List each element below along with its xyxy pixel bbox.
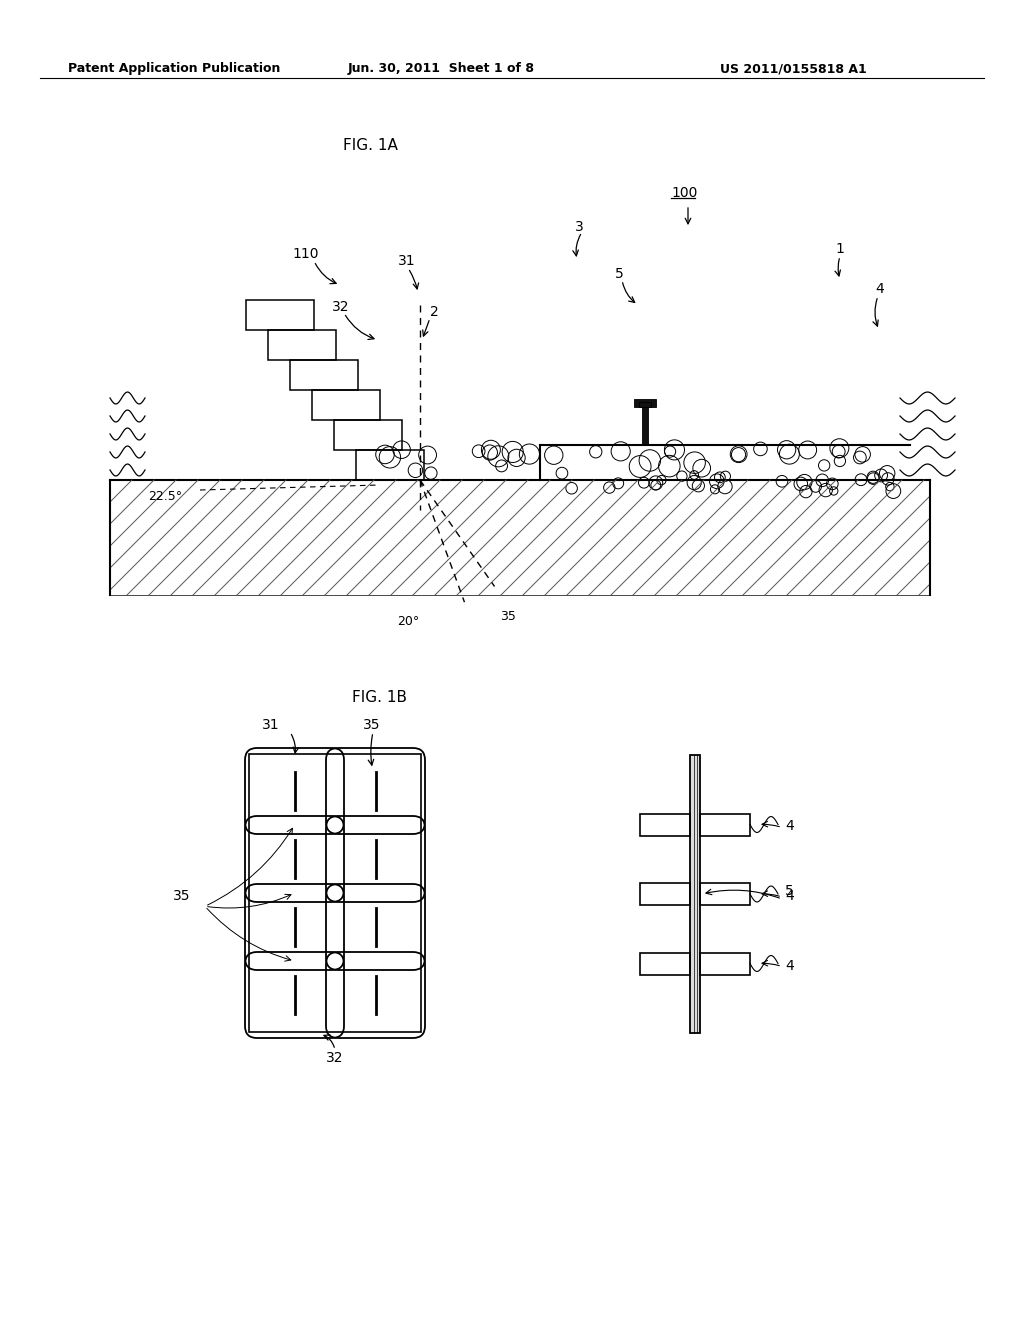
Text: 5: 5: [785, 884, 794, 898]
Text: 32: 32: [327, 1051, 344, 1065]
Bar: [640, 953, 690, 974]
Text: 20°: 20°: [397, 615, 419, 628]
Text: FIG. 1A: FIG. 1A: [343, 139, 397, 153]
Text: 100: 100: [671, 186, 697, 201]
Text: FIG. 1B: FIG. 1B: [352, 690, 408, 705]
Text: 31: 31: [262, 718, 280, 733]
Text: 32: 32: [332, 300, 349, 314]
Bar: [249, 754, 421, 1032]
Bar: [110, 480, 930, 595]
Text: 3: 3: [575, 220, 584, 234]
Text: 35: 35: [362, 718, 381, 733]
Text: 2: 2: [430, 305, 438, 319]
Bar: [640, 813, 690, 836]
Text: 35: 35: [172, 890, 190, 903]
Bar: [700, 813, 750, 836]
Text: 4: 4: [785, 958, 794, 973]
Text: US 2011/0155818 A1: US 2011/0155818 A1: [720, 62, 866, 75]
Bar: [640, 883, 690, 906]
Text: 5: 5: [615, 267, 624, 281]
Text: 4: 4: [874, 282, 884, 296]
Text: Patent Application Publication: Patent Application Publication: [68, 62, 281, 75]
Bar: [700, 953, 750, 974]
Text: 4: 4: [785, 820, 794, 833]
Bar: [634, 399, 656, 407]
Text: 22.5°: 22.5°: [148, 490, 182, 503]
Text: 1: 1: [835, 242, 844, 256]
Text: 35: 35: [500, 610, 516, 623]
Text: Jun. 30, 2011  Sheet 1 of 8: Jun. 30, 2011 Sheet 1 of 8: [348, 62, 535, 75]
Bar: [639, 403, 651, 407]
Text: 4: 4: [785, 888, 794, 903]
Text: 110: 110: [292, 247, 318, 261]
Bar: [690, 755, 700, 1034]
Bar: [642, 407, 648, 445]
Bar: [700, 883, 750, 906]
Text: 31: 31: [398, 253, 416, 268]
